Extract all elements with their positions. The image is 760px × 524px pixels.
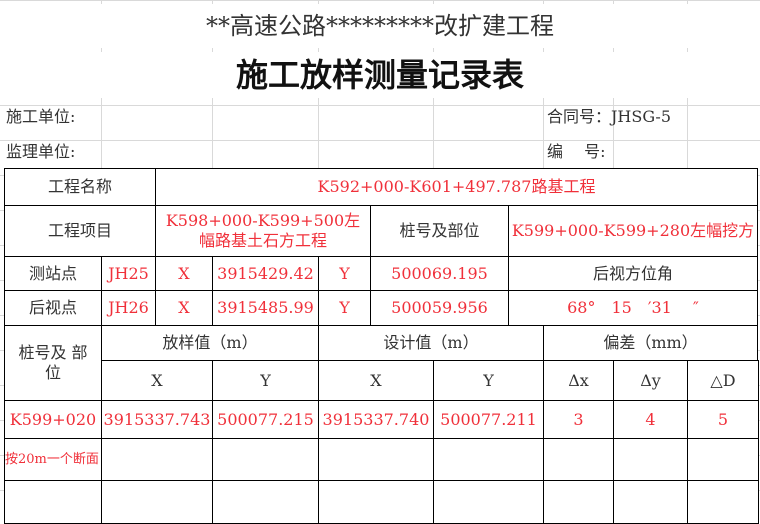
table-cell[interactable]: 3915337.743 [101, 400, 213, 439]
backsight-x-label: X [155, 290, 213, 326]
subheader-2: X [318, 360, 434, 401]
table-cell[interactable]: 5 [687, 400, 759, 439]
table-cell[interactable] [318, 480, 434, 524]
subheader-1: Y [212, 360, 319, 401]
subheader-5: Δy [613, 360, 688, 401]
backsight-id[interactable]: JH26 [101, 290, 156, 326]
subheader-3: Y [433, 360, 544, 401]
project-name-label: 工程名称 [4, 168, 156, 206]
subheader-4: Δx [543, 360, 614, 401]
table-cell[interactable]: 3915337.740 [318, 400, 434, 439]
table-cell[interactable] [613, 480, 688, 524]
station-y[interactable]: 500069.195 [370, 256, 509, 291]
construction-unit-label: 施工单位: [6, 106, 76, 126]
table-cell[interactable] [433, 438, 544, 481]
table-cell[interactable] [101, 438, 213, 481]
table-cell[interactable] [543, 480, 614, 524]
table-cell[interactable]: K599+020 [4, 400, 102, 439]
azimuth-label: 后视方位角 [508, 256, 758, 291]
col-pile: 桩号及 部位 [4, 325, 102, 401]
table-cell[interactable] [212, 480, 319, 524]
note-cell[interactable]: 按20m一个断面 [4, 438, 102, 481]
table-cell[interactable] [318, 438, 434, 481]
table-cell[interactable] [687, 438, 759, 481]
station-x[interactable]: 3915429.42 [212, 256, 319, 291]
supervision-unit-label: 监理单位: [6, 141, 76, 161]
pile-label: 桩号及部位 [370, 205, 509, 257]
subheader-6: △D [687, 360, 759, 401]
col-deviation: 偏差（mm） [543, 325, 758, 361]
col-design: 设计值（m） [318, 325, 544, 361]
pile-value[interactable]: K599+000-K599+280左幅挖方 [508, 205, 758, 257]
document-title: 施工放样测量记录表 [0, 52, 760, 98]
project-item-label: 工程项目 [4, 205, 156, 257]
backsight-label: 后视点 [4, 290, 102, 326]
station-y-label: Y [318, 256, 371, 291]
table-cell[interactable]: 500077.215 [212, 400, 319, 439]
col-stakeout: 放样值（m） [101, 325, 319, 361]
table-cell[interactable]: 3 [543, 400, 614, 439]
document-subtitle: **高速公路*********改扩建工程 [0, 4, 760, 48]
project-item-value[interactable]: K598+000-K599+500左幅路基土石方工程 [155, 205, 371, 257]
project-name-value[interactable]: K592+000-K601+497.787路基工程 [155, 168, 758, 206]
table-cell[interactable] [613, 438, 688, 481]
table-cell[interactable] [433, 480, 544, 524]
table-cell[interactable] [543, 438, 614, 481]
backsight-y[interactable]: 500059.956 [370, 290, 509, 326]
table-cell[interactable]: 500077.211 [433, 400, 544, 439]
station-label: 测站点 [4, 256, 102, 291]
subheader-0: X [101, 360, 213, 401]
backsight-x[interactable]: 3915485.99 [212, 290, 319, 326]
table-cell[interactable]: 4 [613, 400, 688, 439]
table-cell[interactable] [212, 438, 319, 481]
station-x-label: X [155, 256, 213, 291]
backsight-y-label: Y [318, 290, 371, 326]
table-cell[interactable] [4, 480, 102, 524]
station-id[interactable]: JH25 [101, 256, 156, 291]
serial-no: 编 号: [547, 141, 606, 161]
contract-no: 合同号：JHSG-5 [547, 106, 671, 126]
table-cell[interactable] [101, 480, 213, 524]
azimuth-value[interactable]: 68° 15 ′31 ″ [508, 290, 758, 326]
table-cell[interactable] [687, 480, 759, 524]
